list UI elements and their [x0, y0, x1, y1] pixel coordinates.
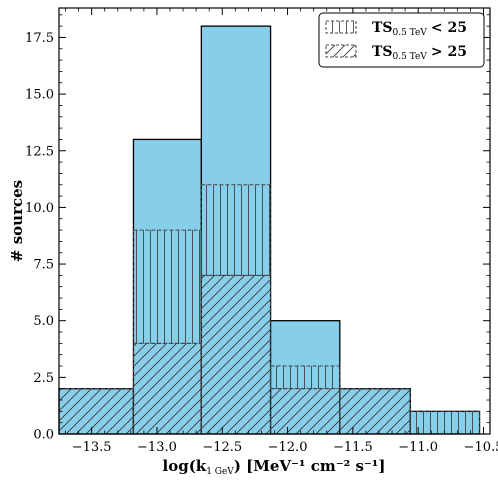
y-tick-label: 15.0 — [25, 88, 54, 103]
y-tick-label: 0.0 — [33, 428, 54, 443]
bar-ts-above-25 — [58, 388, 134, 435]
y-axis-title: # sources — [8, 180, 26, 262]
bars-hatched-group — [58, 184, 481, 435]
x-tick-label: −12.5 — [202, 440, 242, 455]
legend-label-ts-above-25: TS0.5 TeV > 25 — [372, 44, 467, 62]
x-axis: −13.5 −13.0 −12.5 −12.0 −11.5 −11.0 −10.5 — [65, 8, 498, 455]
x-axis-title: log(k1 GeV) [MeV⁻¹ cm⁻² s⁻¹] — [163, 457, 386, 477]
y-tick-label: 17.5 — [25, 31, 54, 46]
x-tick-label: −13.5 — [72, 440, 112, 455]
y-tick-label: 7.5 — [33, 258, 54, 273]
bar-ts-below-25 — [200, 184, 272, 276]
y-tick-label: 5.0 — [33, 314, 54, 329]
y-tick-label: 12.5 — [25, 144, 54, 159]
x-tick-label: −13.0 — [137, 440, 177, 455]
legend-swatch-ts-above-25 — [325, 44, 357, 58]
y-tick-label: 2.5 — [33, 371, 54, 386]
bar-ts-above-25 — [200, 274, 272, 435]
legend: TS0.5 TeV < 25 TS0.5 TeV > 25 — [318, 12, 485, 68]
legend-label-ts-below-25: TS0.5 TeV < 25 — [372, 20, 467, 38]
y-tick-label: 10.0 — [25, 201, 54, 216]
bar-ts-below-25 — [270, 365, 341, 390]
bar-ts-below-25 — [409, 410, 481, 435]
x-tick-label: −11.5 — [333, 440, 373, 455]
bar-ts-above-25 — [339, 388, 411, 435]
bar-ts-below-25 — [132, 229, 202, 344]
bar-ts-above-25 — [132, 342, 202, 435]
bar-ts-above-25 — [270, 388, 341, 435]
x-tick-label: −11.0 — [398, 440, 438, 455]
x-tick-label: −10.5 — [464, 440, 498, 455]
x-tick-label: −12.0 — [268, 440, 308, 455]
y-axis: 0.0 2.5 5.0 7.5 10.0 12.5 15.0 17.5 — [25, 14, 490, 443]
legend-box — [318, 12, 485, 68]
legend-swatch-ts-below-25 — [325, 20, 357, 34]
